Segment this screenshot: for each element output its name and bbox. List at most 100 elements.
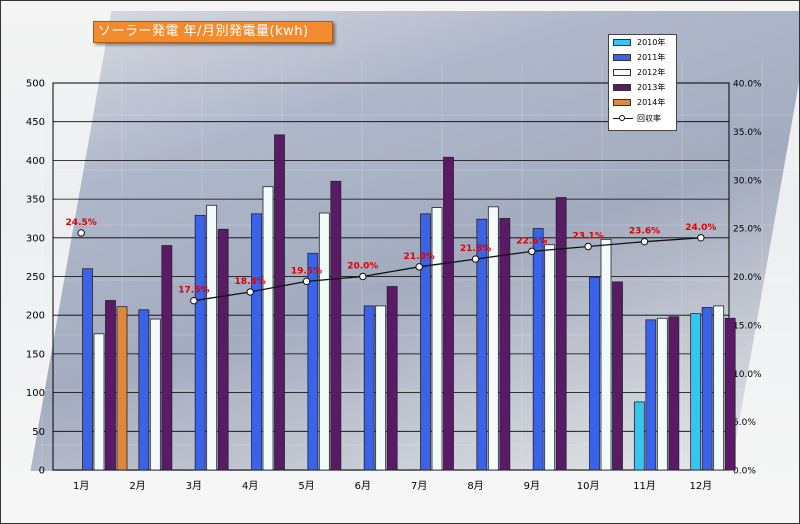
bar-2010年-11月 bbox=[633, 401, 645, 471]
x-tick-1: 1月 bbox=[73, 480, 89, 492]
bar-2012年-11月 bbox=[656, 317, 668, 471]
legend-swatch-2011 bbox=[613, 54, 631, 61]
recovery-rate-point-3 bbox=[190, 296, 198, 305]
y2-tick-6: 30.0% bbox=[733, 176, 762, 186]
chart-title: ソーラー発電 年/月別発電量(kwh) bbox=[93, 21, 333, 43]
x-tick-7: 7月 bbox=[411, 480, 427, 492]
recovery-rate-point-4 bbox=[246, 288, 254, 296]
bar-2011年-8月 bbox=[476, 218, 488, 471]
bar-2012年-4月 bbox=[262, 186, 274, 471]
bar-2012年-5月 bbox=[318, 212, 330, 471]
legend-swatch-2014 bbox=[613, 99, 631, 106]
bar-2013年-10月 bbox=[612, 281, 623, 471]
legend-swatch-2010 bbox=[613, 39, 631, 46]
recovery-rate-point-9 bbox=[528, 247, 536, 256]
legend-swatch-2013 bbox=[613, 84, 631, 91]
x-tick-8: 8月 bbox=[467, 480, 483, 492]
bar-2012年-2月 bbox=[149, 318, 161, 471]
bar-2013年-8月 bbox=[499, 218, 511, 471]
legend: 2010年 2011年 2012年 2013年 2014年 回収率 bbox=[608, 34, 677, 131]
bar-2013年-3月 bbox=[217, 228, 229, 471]
x-tick-4: 4月 bbox=[242, 480, 258, 492]
bar-2013年-12月 bbox=[724, 317, 736, 471]
x-tick-12: 12月 bbox=[689, 480, 712, 492]
x-tick-3: 3月 bbox=[186, 480, 202, 492]
recovery-rate-label-12: 24.0% bbox=[685, 223, 716, 233]
recovery-rate-label-8: 21.8% bbox=[460, 244, 491, 254]
bar-2012年-6月 bbox=[375, 305, 387, 471]
bar-2011年-1月 bbox=[82, 268, 93, 471]
recovery-rate-label-6: 20.0% bbox=[347, 262, 378, 272]
x-tick-5: 5月 bbox=[298, 480, 314, 492]
bar-2012年-8月 bbox=[487, 206, 499, 471]
bar-2013年-4月 bbox=[274, 134, 285, 471]
bar-2012年-10月 bbox=[600, 238, 612, 471]
bar-2011年-12月 bbox=[701, 307, 713, 471]
bar-2012年-3月 bbox=[206, 204, 218, 471]
bar-2011年-6月 bbox=[363, 305, 375, 471]
recovery-rate-label-5: 19.5% bbox=[291, 266, 322, 276]
bar-2013年-9月 bbox=[555, 197, 567, 471]
bar-2013年-1月 bbox=[105, 300, 116, 471]
bar-2011年-4月 bbox=[251, 213, 262, 471]
y-tick-250: 250 bbox=[26, 272, 45, 283]
recovery-rate-label-4: 18.4% bbox=[235, 277, 266, 287]
y2-tick-0: 0.0% bbox=[733, 467, 756, 477]
legend-marker-recovery-rate bbox=[619, 115, 625, 121]
bar-2011年-10月 bbox=[589, 276, 600, 471]
recovery-rate-label-9: 22.6% bbox=[516, 236, 547, 246]
recovery-rate-point-10 bbox=[584, 242, 592, 251]
legend-label-2012: 2012年 bbox=[637, 68, 666, 77]
y2-tick-5: 25.0% bbox=[733, 225, 762, 235]
recovery-rate-point-6 bbox=[359, 272, 367, 281]
y2-tick-1: 5.0% bbox=[733, 418, 756, 428]
recovery-rate-point-11 bbox=[640, 237, 649, 246]
recovery-rate-label-11: 23.6% bbox=[629, 227, 660, 237]
bar-2013年-11月 bbox=[668, 316, 680, 471]
legend-label-2011: 2011年 bbox=[637, 53, 666, 62]
y-tick-200: 200 bbox=[26, 311, 45, 322]
y2-tick-3: 15.0% bbox=[733, 321, 762, 331]
y-tick-400: 400 bbox=[26, 156, 45, 167]
bar-2012年-1月 bbox=[93, 333, 105, 471]
recovery-rate-point-8 bbox=[471, 255, 480, 263]
legend-label-2014: 2014年 bbox=[637, 98, 666, 107]
recovery-rate-label-3: 17.5% bbox=[178, 286, 209, 296]
bar-2011年-3月 bbox=[194, 214, 206, 471]
x-tick-6: 6月 bbox=[355, 480, 371, 492]
bar-2013年-2月 bbox=[161, 245, 173, 471]
x-tick-2: 2月 bbox=[129, 480, 145, 492]
y-tick-100: 100 bbox=[26, 388, 45, 399]
recovery-rate-point-12 bbox=[697, 234, 705, 242]
bar-2012年-7月 bbox=[431, 207, 443, 471]
y-tick-150: 150 bbox=[26, 349, 45, 360]
y-tick-0: 0 bbox=[39, 466, 45, 477]
recovery-rate-label-1: 24.5% bbox=[66, 218, 97, 228]
x-tick-9: 9月 bbox=[524, 480, 540, 492]
recovery-rate-label-7: 21.0% bbox=[404, 252, 435, 262]
recovery-rate-line bbox=[193, 237, 701, 302]
bar-2010年-12月 bbox=[690, 313, 702, 471]
y2-tick-7: 35.0% bbox=[733, 128, 762, 138]
legend-label-2010: 2010年 bbox=[637, 38, 666, 47]
bar-2013年-6月 bbox=[386, 286, 398, 471]
y-tick-500: 500 bbox=[26, 79, 45, 90]
recovery-rate-point-5 bbox=[302, 277, 311, 286]
x-tick-11: 11月 bbox=[633, 480, 656, 492]
legend-label-2013: 2013年 bbox=[637, 83, 666, 92]
y-tick-450: 450 bbox=[26, 117, 45, 128]
y-tick-50: 50 bbox=[32, 427, 45, 438]
legend-swatch-2012 bbox=[613, 69, 631, 76]
recovery-rate-label-10: 23.1% bbox=[573, 232, 604, 242]
legend-label-recovery-rate: 回収率 bbox=[637, 114, 661, 123]
recovery-rate-point-7 bbox=[415, 263, 423, 271]
bar-2011年-9月 bbox=[532, 228, 544, 471]
bar-2012年-9月 bbox=[544, 244, 556, 471]
y2-tick-4: 20.0% bbox=[733, 273, 762, 283]
bar-2014年-1月 bbox=[116, 306, 128, 471]
bar-2011年-11月 bbox=[645, 319, 657, 471]
bar-2013年-7月 bbox=[443, 156, 454, 471]
y2-tick-2: 10.0% bbox=[733, 370, 762, 380]
